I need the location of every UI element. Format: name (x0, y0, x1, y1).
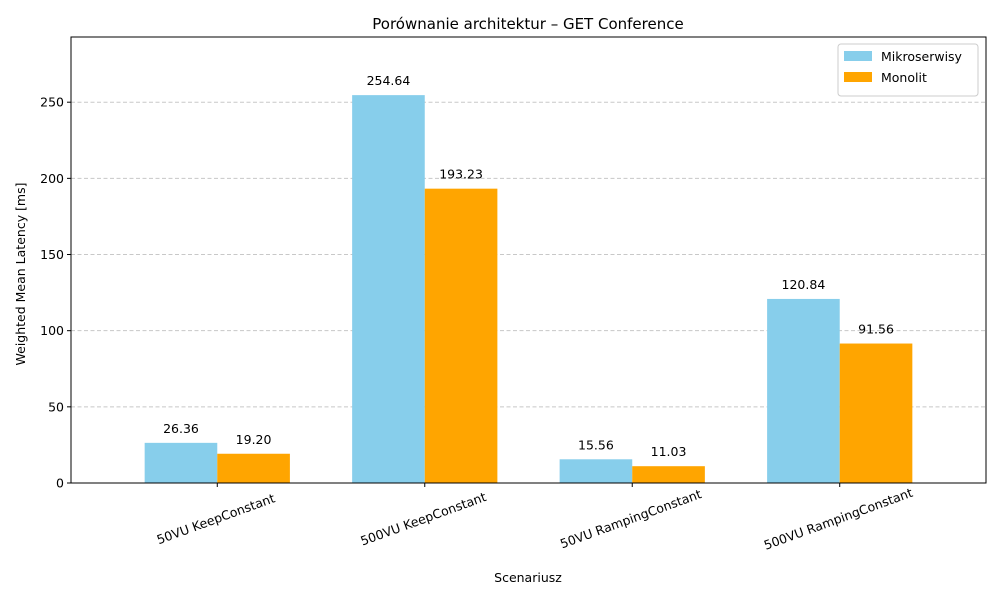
bar-monolit (217, 453, 290, 483)
bar-monolit (839, 343, 913, 483)
bars-layer (144, 95, 913, 484)
chart-title: Porównanie architektur – GET Conference (372, 15, 683, 33)
bar-value-label: 19.20 (236, 432, 272, 447)
x-axis: 50VU KeepConstant 500VU KeepConstant 50VU … (155, 483, 915, 553)
bar-mikroserwisy (144, 442, 218, 483)
bar-value-label: 91.56 (858, 322, 894, 337)
x-tick-label: 500VU KeepConstant (358, 489, 488, 548)
legend-swatch-mikroserwisy (844, 51, 872, 61)
bar-value-label: 120.84 (782, 277, 826, 292)
bar-mikroserwisy (559, 459, 633, 483)
x-axis-title: Scenariusz (494, 570, 562, 585)
legend-swatch-monolit (844, 72, 872, 82)
x-tick-label: 500VU RampingConstant (762, 485, 915, 553)
bar-value-label: 26.36 (163, 421, 199, 436)
data-labels-layer: 26.36 19.20 254.64 193.23 15.56 11.03 120.84 91… (163, 73, 894, 459)
legend-box (837, 43, 979, 97)
bar-mikroserwisy (352, 95, 425, 484)
y-axis: 0 50 100 150 200 250 (40, 95, 71, 491)
y-tick-label: 150 (40, 247, 64, 262)
legend-label-mikroserwisy: Mikroserwisy (881, 49, 963, 64)
legend: Mikroserwisy Monolit (837, 43, 979, 97)
y-axis-title: Weighted Mean Latency [ms] (13, 182, 28, 365)
y-tick-label: 100 (40, 323, 64, 338)
plot-area-frame (70, 36, 987, 484)
y-tick-label: 200 (40, 171, 64, 186)
y-tick-label: 0 (56, 476, 64, 491)
x-tick-label: 50VU KeepConstant (155, 490, 277, 547)
x-tick-label: 50VU RampingConstant (558, 486, 704, 551)
bar-value-label: 193.23 (439, 167, 483, 182)
legend-label-monolit: Monolit (881, 70, 927, 85)
bar-value-label: 254.64 (367, 73, 411, 88)
bar-value-label: 11.03 (651, 444, 687, 459)
y-tick-label: 50 (48, 399, 64, 414)
bar-monolit (632, 466, 705, 483)
bar-mikroserwisy (767, 298, 840, 483)
bar-value-label: 15.56 (578, 437, 614, 452)
y-tick-label: 250 (40, 95, 64, 110)
bar-monolit (424, 188, 498, 483)
